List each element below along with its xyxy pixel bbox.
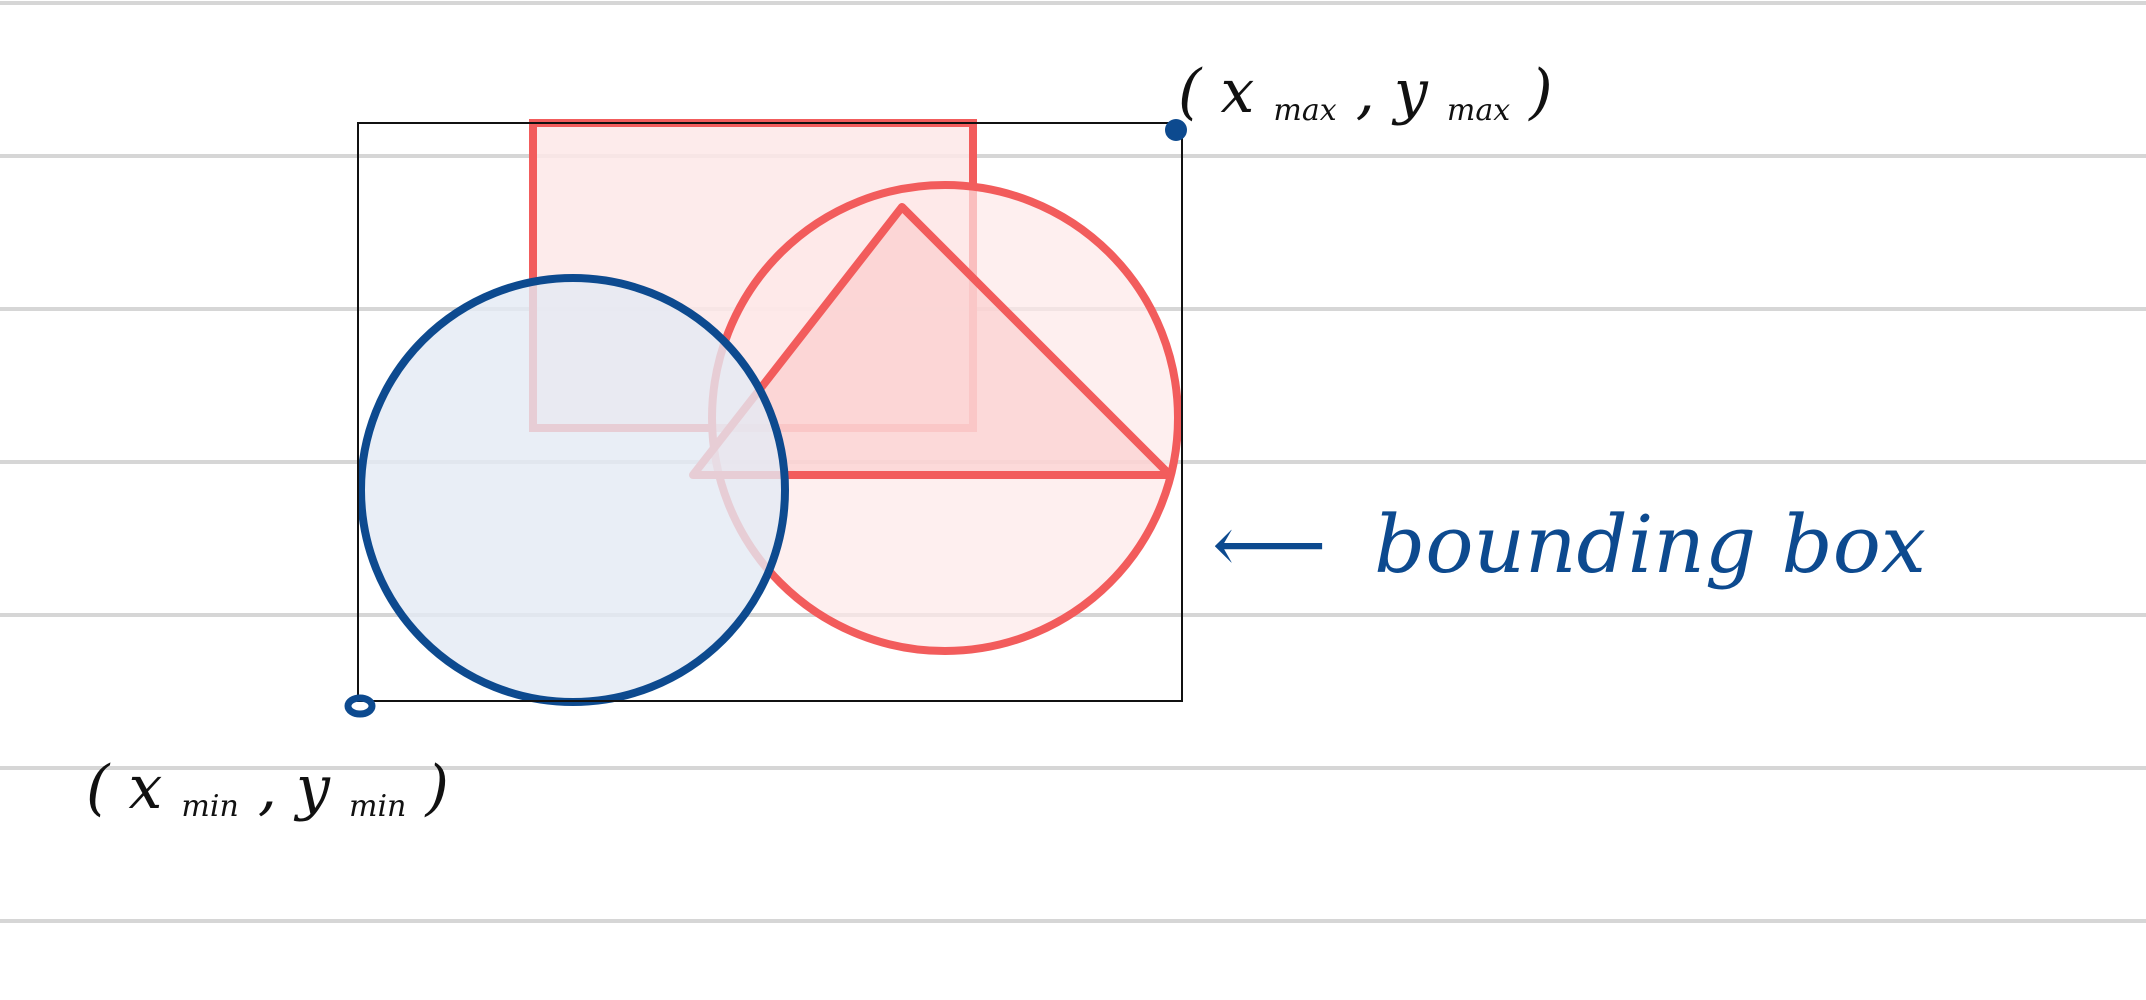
red-triangle xyxy=(689,203,1174,479)
min-corner-x-sub: min xyxy=(181,789,238,824)
max-corner-y: y xyxy=(1391,57,1429,127)
min-corner-y: y xyxy=(293,753,331,823)
blue-circle xyxy=(357,274,789,706)
corner-point-icon xyxy=(1165,119,1187,141)
bounding-box-rectangle xyxy=(357,122,1183,702)
max-corner-x-sub: max xyxy=(1273,93,1336,128)
min-corner-close: ) xyxy=(423,753,448,823)
max-corner-close: ) xyxy=(1527,57,1552,127)
corner-point-icon xyxy=(344,694,376,718)
min-corner-sep: , xyxy=(258,753,296,823)
arrow-left-icon: ⟵ xyxy=(1212,498,1327,591)
min-corner-open: ( xyxy=(86,753,111,823)
bounding-box-note: ⟵ bounding box xyxy=(1212,498,1926,591)
max-corner-open: ( xyxy=(1178,57,1203,127)
max-corner-y-sub: max xyxy=(1447,93,1510,128)
bounding-box-text: bounding box xyxy=(1374,498,1926,591)
min-corner-y-sub: min xyxy=(349,789,406,824)
max-corner-sep: , xyxy=(1356,57,1394,127)
max-corner-label: ( x max , y max ) xyxy=(1178,57,1553,135)
max-corner-x: x xyxy=(1221,57,1255,127)
min-corner-x: x xyxy=(129,753,163,823)
min-corner-label: ( x min , y min ) xyxy=(86,753,449,831)
